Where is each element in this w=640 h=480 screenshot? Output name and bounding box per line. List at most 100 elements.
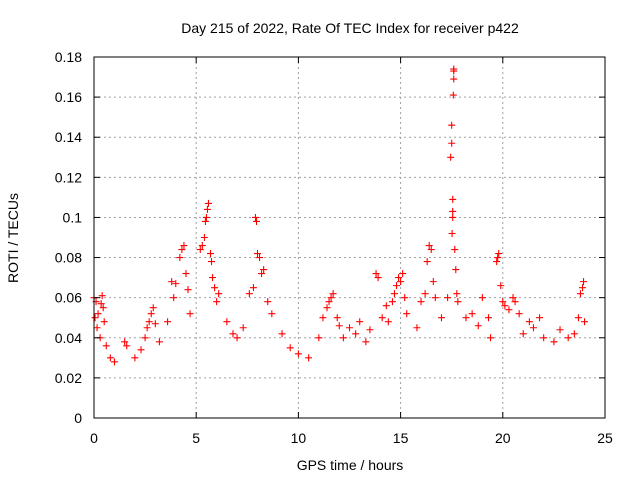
data-point (581, 318, 589, 326)
data-point (397, 278, 405, 286)
data-point (323, 304, 331, 312)
data-point (448, 229, 456, 237)
data-point (372, 270, 380, 278)
x-tick-label: 0 (90, 430, 98, 446)
data-point (417, 298, 425, 306)
data-point (198, 242, 206, 250)
data-point (403, 310, 411, 318)
data-point (447, 153, 455, 161)
data-point (478, 294, 486, 302)
data-point (333, 314, 341, 322)
grid-layer (94, 57, 605, 418)
data-point (550, 338, 558, 346)
data-point (168, 278, 176, 286)
data-point (215, 290, 223, 298)
data-point (335, 322, 343, 330)
y-tick-label: 0.02 (55, 370, 82, 386)
data-point (451, 246, 459, 254)
data-point (484, 314, 492, 322)
data-point (147, 310, 155, 318)
data-point (294, 350, 302, 358)
x-axis-title: GPS time / hours (297, 457, 404, 473)
data-point (278, 330, 286, 338)
data-point (91, 314, 99, 322)
x-tick-label: 25 (597, 430, 613, 446)
x-tick-label: 15 (393, 430, 409, 446)
data-point (580, 278, 588, 286)
data-point (223, 318, 231, 326)
data-point (421, 290, 429, 298)
data-point (131, 354, 139, 362)
data-point (319, 314, 327, 322)
y-tick-label: 0.18 (55, 49, 82, 65)
data-point (564, 334, 572, 342)
data-point (579, 284, 587, 292)
data-point (164, 318, 172, 326)
data-point (382, 302, 390, 310)
data-point (356, 318, 364, 326)
data-point (203, 205, 211, 213)
data-point (102, 342, 110, 350)
data-point (448, 139, 456, 147)
data-point (233, 334, 241, 342)
data-point (251, 213, 259, 221)
data-point (209, 274, 217, 282)
data-point (462, 314, 470, 322)
data-point (264, 298, 272, 306)
data-point (239, 324, 247, 332)
data-point (452, 266, 460, 274)
data-point (151, 320, 159, 328)
data-point (93, 324, 101, 332)
data-point (229, 330, 237, 338)
data-point (339, 334, 347, 342)
data-point (329, 290, 337, 298)
data-point (352, 330, 360, 338)
y-tick-label: 0.06 (55, 290, 82, 306)
data-point (384, 318, 392, 326)
data-point (268, 310, 276, 318)
data-point (99, 304, 107, 312)
data-point (184, 286, 192, 294)
data-point (493, 258, 501, 266)
data-point (256, 254, 264, 262)
data-point (401, 294, 409, 302)
data-point (141, 334, 149, 342)
data-point (468, 310, 476, 318)
data-point (305, 354, 313, 362)
data-point (540, 334, 548, 342)
data-point (574, 314, 582, 322)
data-point (97, 300, 105, 308)
data-point (200, 234, 208, 241)
data-point (449, 195, 457, 203)
data-point (123, 342, 131, 350)
data-point (180, 242, 188, 250)
data-point (448, 121, 456, 129)
data-point (487, 334, 495, 342)
data-point (429, 278, 437, 286)
data-point (450, 65, 458, 73)
data-point (100, 318, 108, 326)
data-point (327, 294, 335, 302)
data-point (252, 217, 260, 225)
data-point (366, 326, 374, 334)
data-point (423, 258, 431, 266)
data-point (501, 302, 509, 310)
data-point (110, 358, 118, 366)
data-point (208, 258, 216, 266)
data-point (362, 338, 370, 346)
data-point (204, 199, 212, 207)
data-point (556, 326, 564, 334)
y-tick-label: 0.08 (55, 250, 82, 266)
data-point (388, 298, 396, 306)
data-point (145, 318, 153, 326)
data-point (474, 322, 482, 330)
data-point (390, 290, 398, 298)
y-tick-label: 0.1 (63, 209, 83, 225)
data-point (454, 298, 462, 306)
y-tick-label: 0 (74, 410, 82, 426)
data-point (260, 266, 268, 274)
y-tick-label: 0.12 (55, 169, 82, 185)
y-tick-label: 0.14 (55, 129, 82, 145)
data-point (172, 280, 180, 288)
data-point (121, 338, 129, 346)
